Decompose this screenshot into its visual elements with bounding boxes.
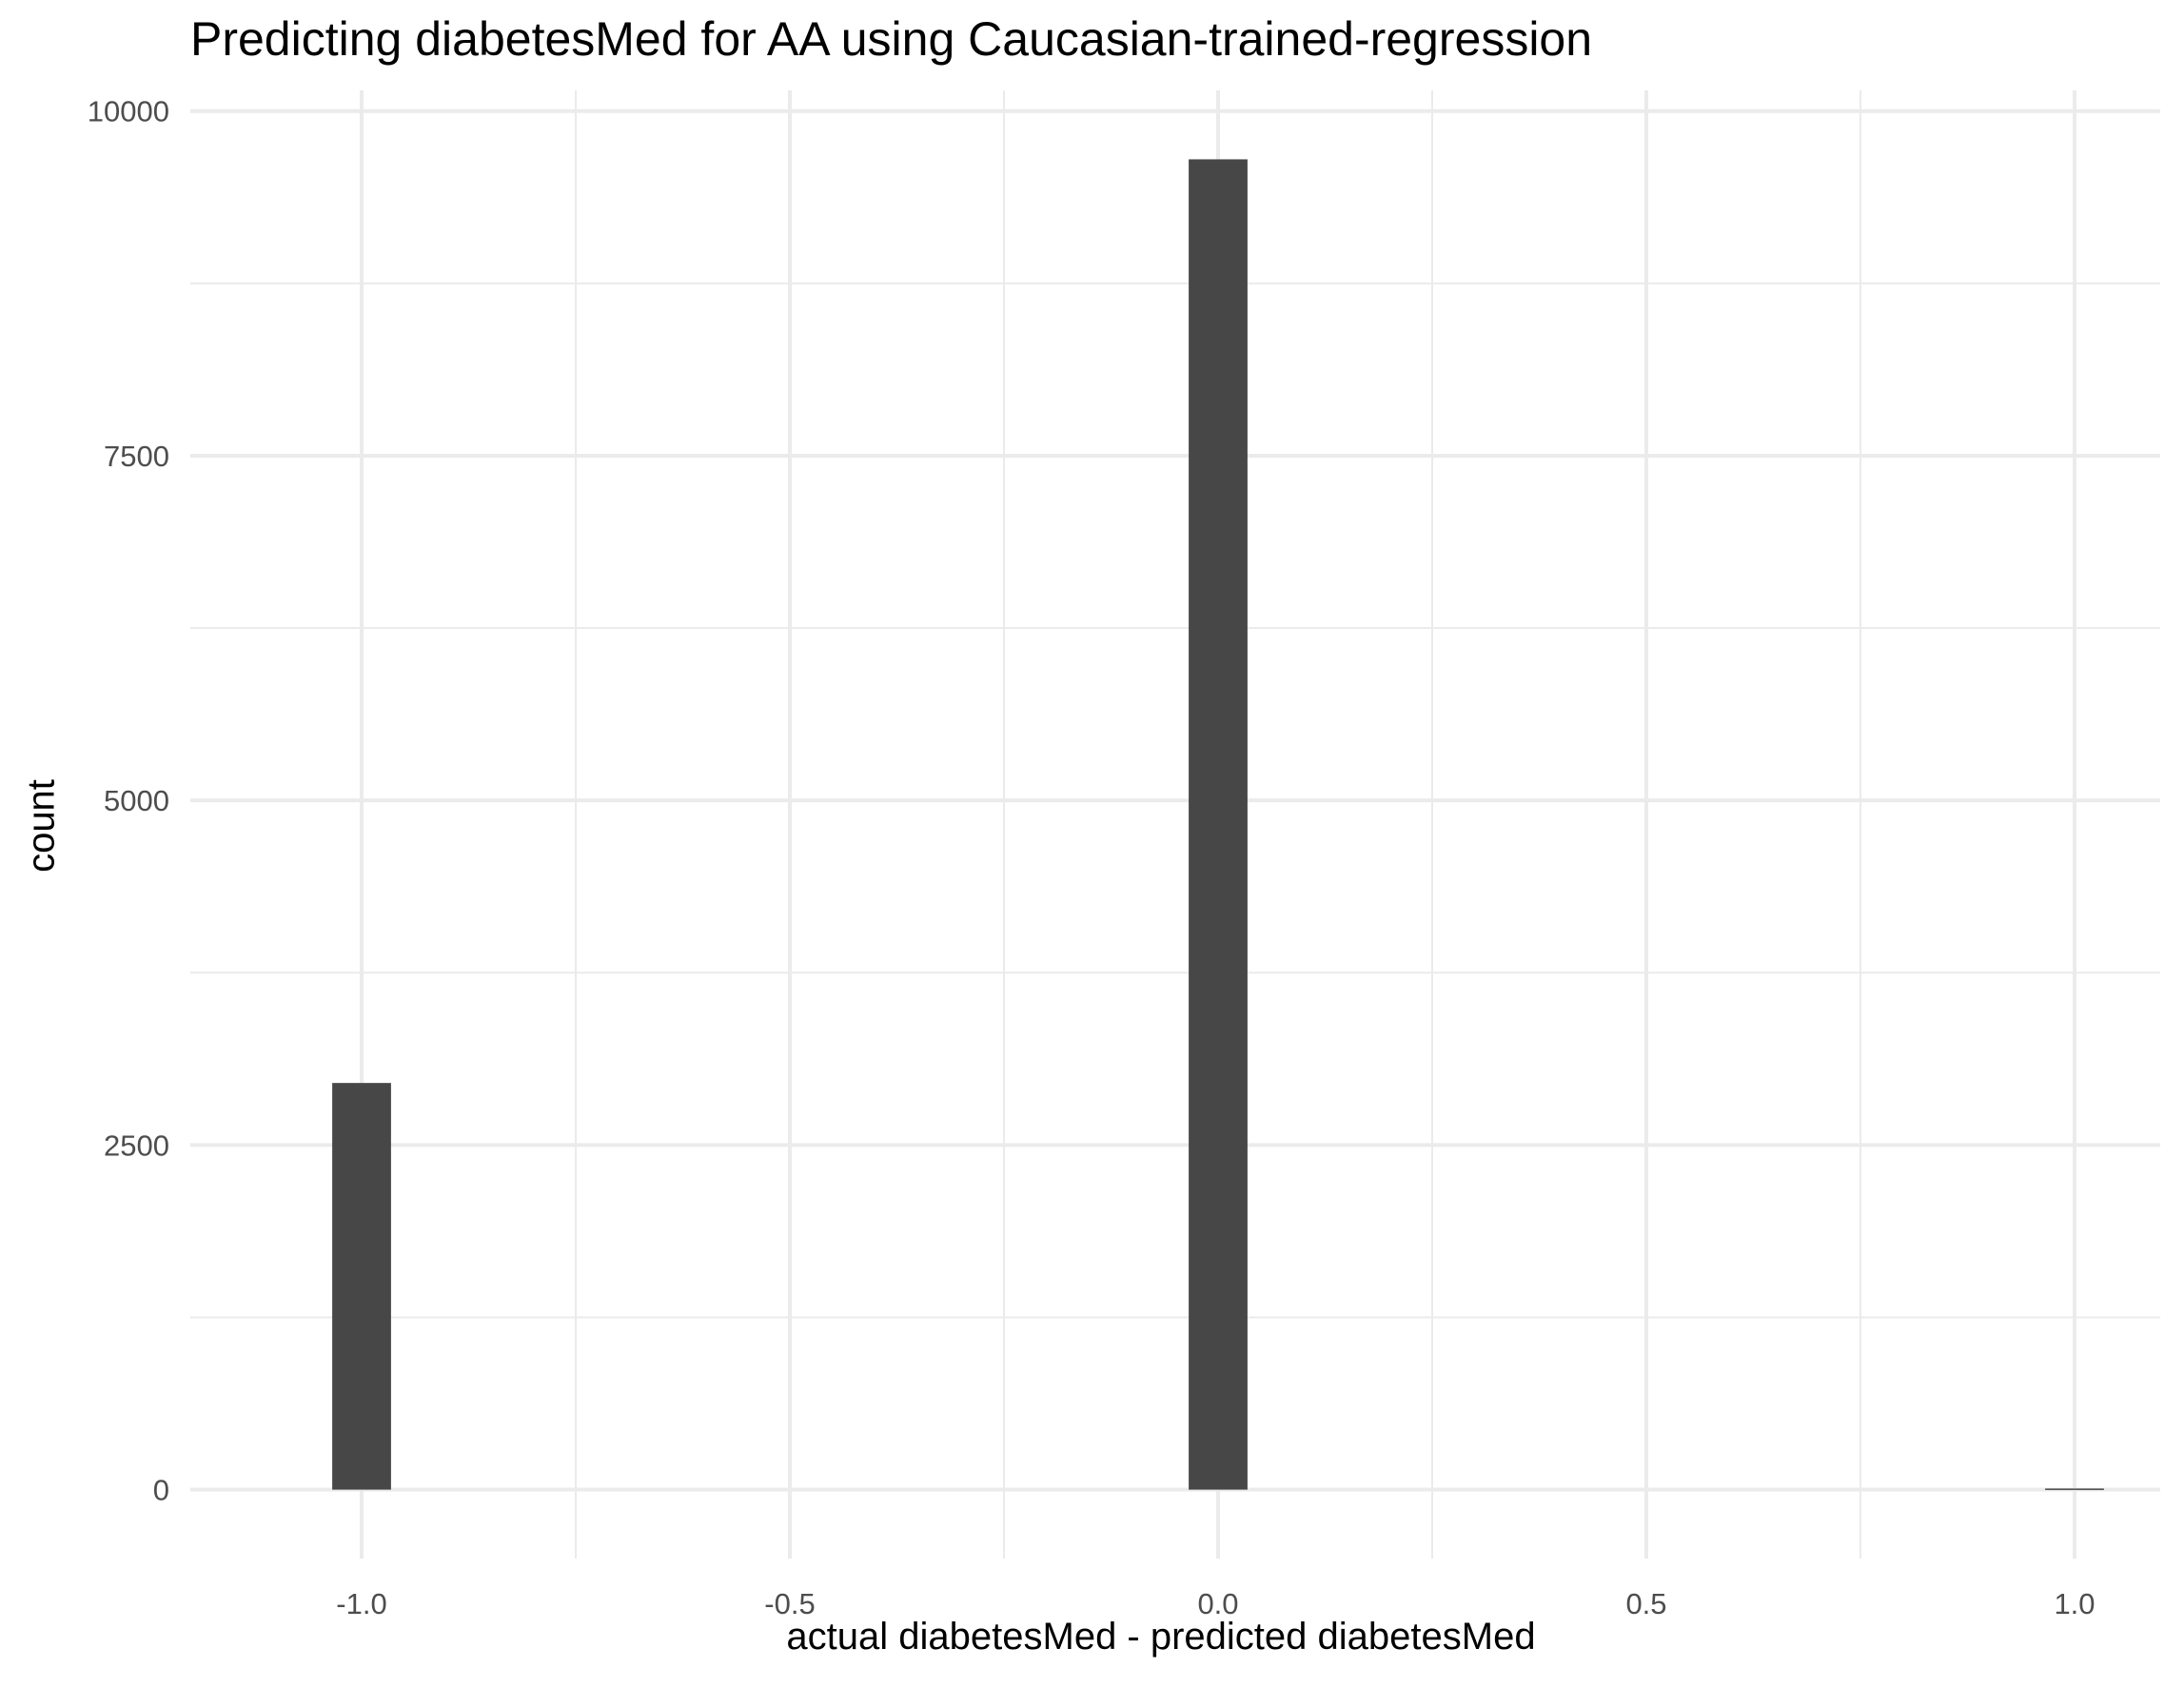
x-axis-label: actual diabetesMed - predicted diabetesM… [786,1616,1536,1658]
y-tick-label: 2500 [104,1129,169,1162]
x-tick-label: -0.5 [764,1587,815,1620]
chart-title: Predicting diabetesMed for AA using Cauc… [190,12,1593,66]
x-tick-label: 0.0 [1197,1587,1238,1620]
y-tick-label: 7500 [104,440,169,473]
histogram-bar [2045,1488,2104,1490]
histogram-bar [332,1083,391,1490]
x-tick-label: 0.5 [1625,1587,1666,1620]
y-axis-label: count [20,779,63,873]
y-tick-label: 0 [153,1474,169,1507]
y-tick-label: 5000 [104,784,169,817]
x-tick-label: 1.0 [2054,1587,2095,1620]
histogram-bar [1189,159,1248,1490]
y-tick-label: 10000 [88,95,169,128]
x-tick-label: -1.0 [336,1587,386,1620]
